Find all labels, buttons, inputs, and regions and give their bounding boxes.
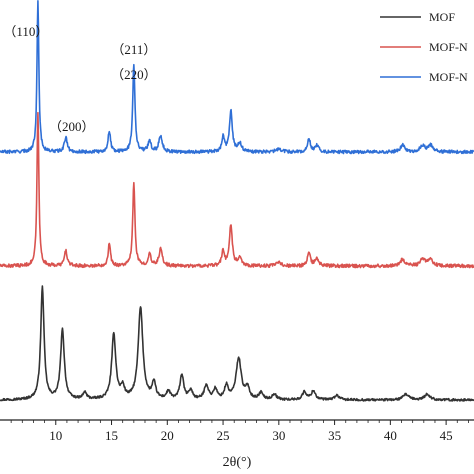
x-axis: 10 15 20 25 30 35 40 45 [0,419,474,443]
x-tick-label-45: 45 [440,428,453,443]
series-line-1 [0,285,474,402]
peak-annotation-110: （110） [3,24,48,39]
x-tick-label-25: 25 [217,428,230,443]
peak-annotation-220: （220） [111,67,157,82]
x-tick-label-35: 35 [328,428,341,443]
legend-label-series-3: MOF-N [429,70,468,84]
legend: MOF MOF-N MOF-N [380,10,468,84]
legend-label-mof: MOF [429,10,455,24]
legend-label-series-2: MOF-N [429,40,468,54]
x-tick-label-40: 40 [384,428,397,443]
series-line-3 [0,0,474,155]
x-tick-label-15: 15 [105,428,118,443]
x-tick-label-10: 10 [49,428,62,443]
x-tick-label-30: 30 [272,428,285,443]
x-tick-label-20: 20 [161,428,174,443]
x-axis-label: 2θ(°) [223,455,252,470]
series-layer [0,0,474,402]
peak-annotation-211: （211） [111,42,156,57]
peak-annotation-200: （200） [49,119,95,134]
series-line-2 [0,111,474,269]
annotation-layer: （110） （200） （211） （220） [3,24,156,134]
